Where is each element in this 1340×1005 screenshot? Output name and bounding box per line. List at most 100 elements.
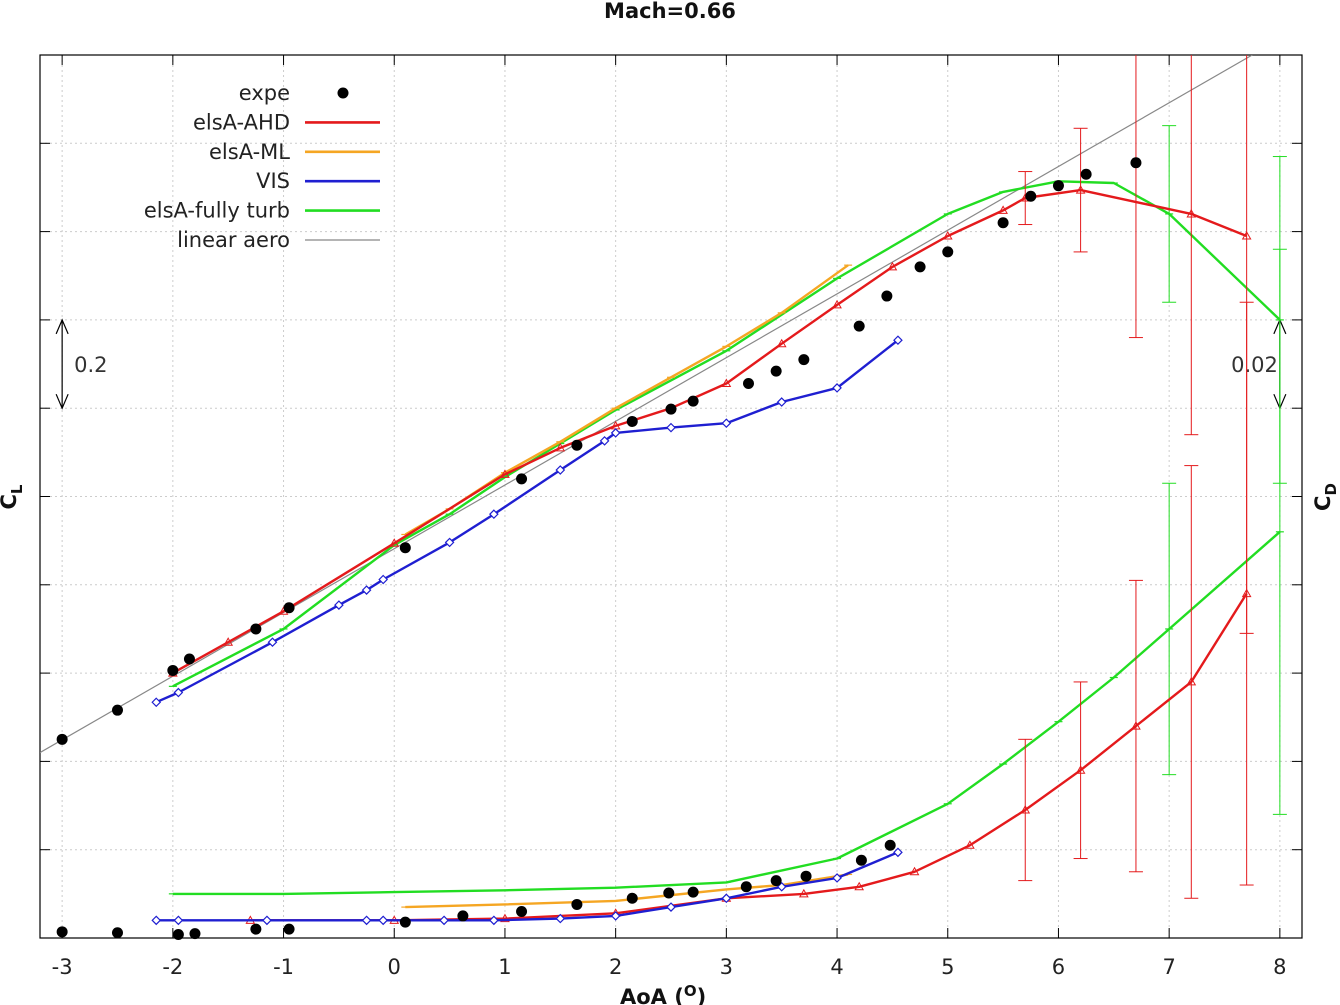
x-tick-label: 6	[1052, 955, 1065, 979]
x-tick-label: -2	[162, 955, 183, 979]
vis-cl-marker	[267, 637, 278, 648]
x-tick-label: 5	[941, 955, 954, 979]
expe-cl-point	[687, 395, 699, 407]
vis-cl-marker	[555, 465, 566, 475]
cl-scale-label: 0.2	[74, 353, 107, 377]
expe-cd-point	[687, 886, 699, 898]
y-right-label-main: C	[1311, 496, 1335, 511]
expe-cl-point	[571, 439, 583, 451]
expe-cl-point	[770, 365, 782, 377]
plot-frame	[39, 54, 1303, 939]
vis-cd-marker	[262, 915, 272, 926]
expe-cd-point	[800, 870, 812, 882]
x-tick-label: 3	[720, 955, 733, 979]
expe-cl-point	[111, 704, 123, 716]
x-tick-label: 8	[1273, 955, 1286, 979]
plot-lines	[40, 55, 1287, 940]
vis-cd-marker	[666, 902, 676, 912]
elsa-ahd-cl-line	[172, 188, 1248, 675]
expe-cl-point	[881, 290, 893, 302]
y-left-label-sub: L	[8, 484, 26, 494]
expe-cl-point	[56, 733, 68, 745]
expe-cl-point	[942, 246, 954, 258]
x-tick-label: -1	[273, 955, 294, 979]
expe-cd-point	[571, 898, 583, 910]
cd-scale-label: 0.02	[1231, 353, 1278, 377]
expe-cl-point	[283, 602, 295, 614]
vis-cd-marker	[555, 913, 566, 924]
expe-cd-point	[663, 887, 675, 899]
legend-label-elsa-ml: elsA-ML	[209, 140, 290, 164]
series-elsa-ml	[401, 264, 853, 909]
x-axis-title: AoA (O)	[620, 982, 706, 1005]
legend-label-expe: expe	[239, 81, 290, 105]
vis-cl-marker	[610, 428, 621, 438]
legend-label-linear-aero: linear aero	[177, 228, 290, 252]
expe-cd-point	[884, 839, 896, 851]
vis-cl-marker	[832, 383, 842, 393]
expe-cl-point	[167, 664, 179, 676]
expe-cl-point	[997, 217, 1009, 229]
vis-cl-marker	[721, 418, 732, 429]
expe-cd-point	[770, 875, 782, 887]
x-tick-label: 2	[609, 955, 622, 979]
x-axis-label-close: )	[697, 985, 707, 1005]
legend-label-elsa-ahd: elsA-AHD	[193, 110, 290, 134]
vis-cd-marker	[378, 915, 389, 926]
ahd-cd-marker	[500, 913, 510, 923]
expe-cd-point	[516, 906, 528, 918]
x-axis-ticks: -3 -2 -1 0 1 2 3 4 5 6 7 8	[52, 55, 1287, 979]
expe-cl-point	[853, 320, 865, 332]
expe-cd-point	[189, 928, 201, 940]
vis-cd-marker	[610, 911, 621, 921]
series-expe	[56, 157, 1142, 940]
ahd-cl-marker	[887, 261, 898, 271]
legend-label-vis: VIS	[256, 169, 290, 193]
vis-cl-marker	[489, 509, 499, 520]
x-tick-label: 1	[498, 955, 511, 979]
vis-cl-marker	[599, 436, 610, 446]
y-axis-title-left: CL	[0, 484, 26, 509]
x-tick-label: 4	[830, 955, 843, 979]
x-axis-label-sup: O	[684, 982, 697, 1000]
expe-cl-point	[1025, 190, 1037, 202]
vis-cl-marker	[151, 697, 162, 708]
svg-text:CL: CL	[0, 484, 26, 509]
ahd-cl-marker	[500, 469, 510, 478]
vis-cl-marker	[378, 574, 389, 585]
series-linear-aero	[40, 55, 1253, 754]
expe-cl-point	[250, 623, 262, 635]
ahd-cd-marker	[854, 881, 865, 891]
expe-cd-point	[399, 916, 411, 928]
ahd-cl-marker	[555, 442, 566, 452]
vis-cd-line	[156, 851, 899, 922]
ahd-cl-marker	[389, 538, 400, 547]
linear-aero-cl-line	[40, 55, 1253, 754]
vis-cl-marker	[173, 687, 184, 698]
vis-cl-marker	[444, 537, 455, 548]
elsa-ahd-cd-line	[250, 592, 1248, 922]
x-tick-label: 7	[1162, 955, 1175, 979]
x-tick-label: 0	[388, 955, 401, 979]
expe-cl-point	[914, 261, 926, 273]
legend: expe elsA-AHD elsA-ML VIS elsA-fully turb lin…	[144, 81, 380, 252]
ahd-cl-marker	[223, 637, 234, 646]
expe-cd-point	[250, 923, 262, 935]
vis-cl-marker	[666, 422, 676, 433]
expe-cd-point	[56, 926, 68, 938]
vis-cd-marker	[489, 915, 499, 926]
legend-label-elsa-fully-turb: elsA-fully turb	[144, 199, 290, 223]
expe-cd-point	[457, 910, 469, 922]
expe-cd-point	[283, 923, 295, 935]
vis-cd-marker	[832, 873, 842, 883]
expe-cl-point	[742, 377, 754, 389]
y-left-label-main: C	[0, 494, 21, 509]
expe-cd-point	[626, 892, 638, 904]
ahd-cl-marker	[942, 231, 953, 240]
vis-cl-marker	[893, 335, 903, 346]
scale-markers: 0.2 0.02	[55, 318, 1287, 410]
y-axis-title-right: CD	[1311, 483, 1340, 511]
ahd-cd-marker	[798, 888, 809, 898]
expe-cl-point	[1130, 157, 1142, 169]
expe-cl-point	[399, 542, 411, 554]
